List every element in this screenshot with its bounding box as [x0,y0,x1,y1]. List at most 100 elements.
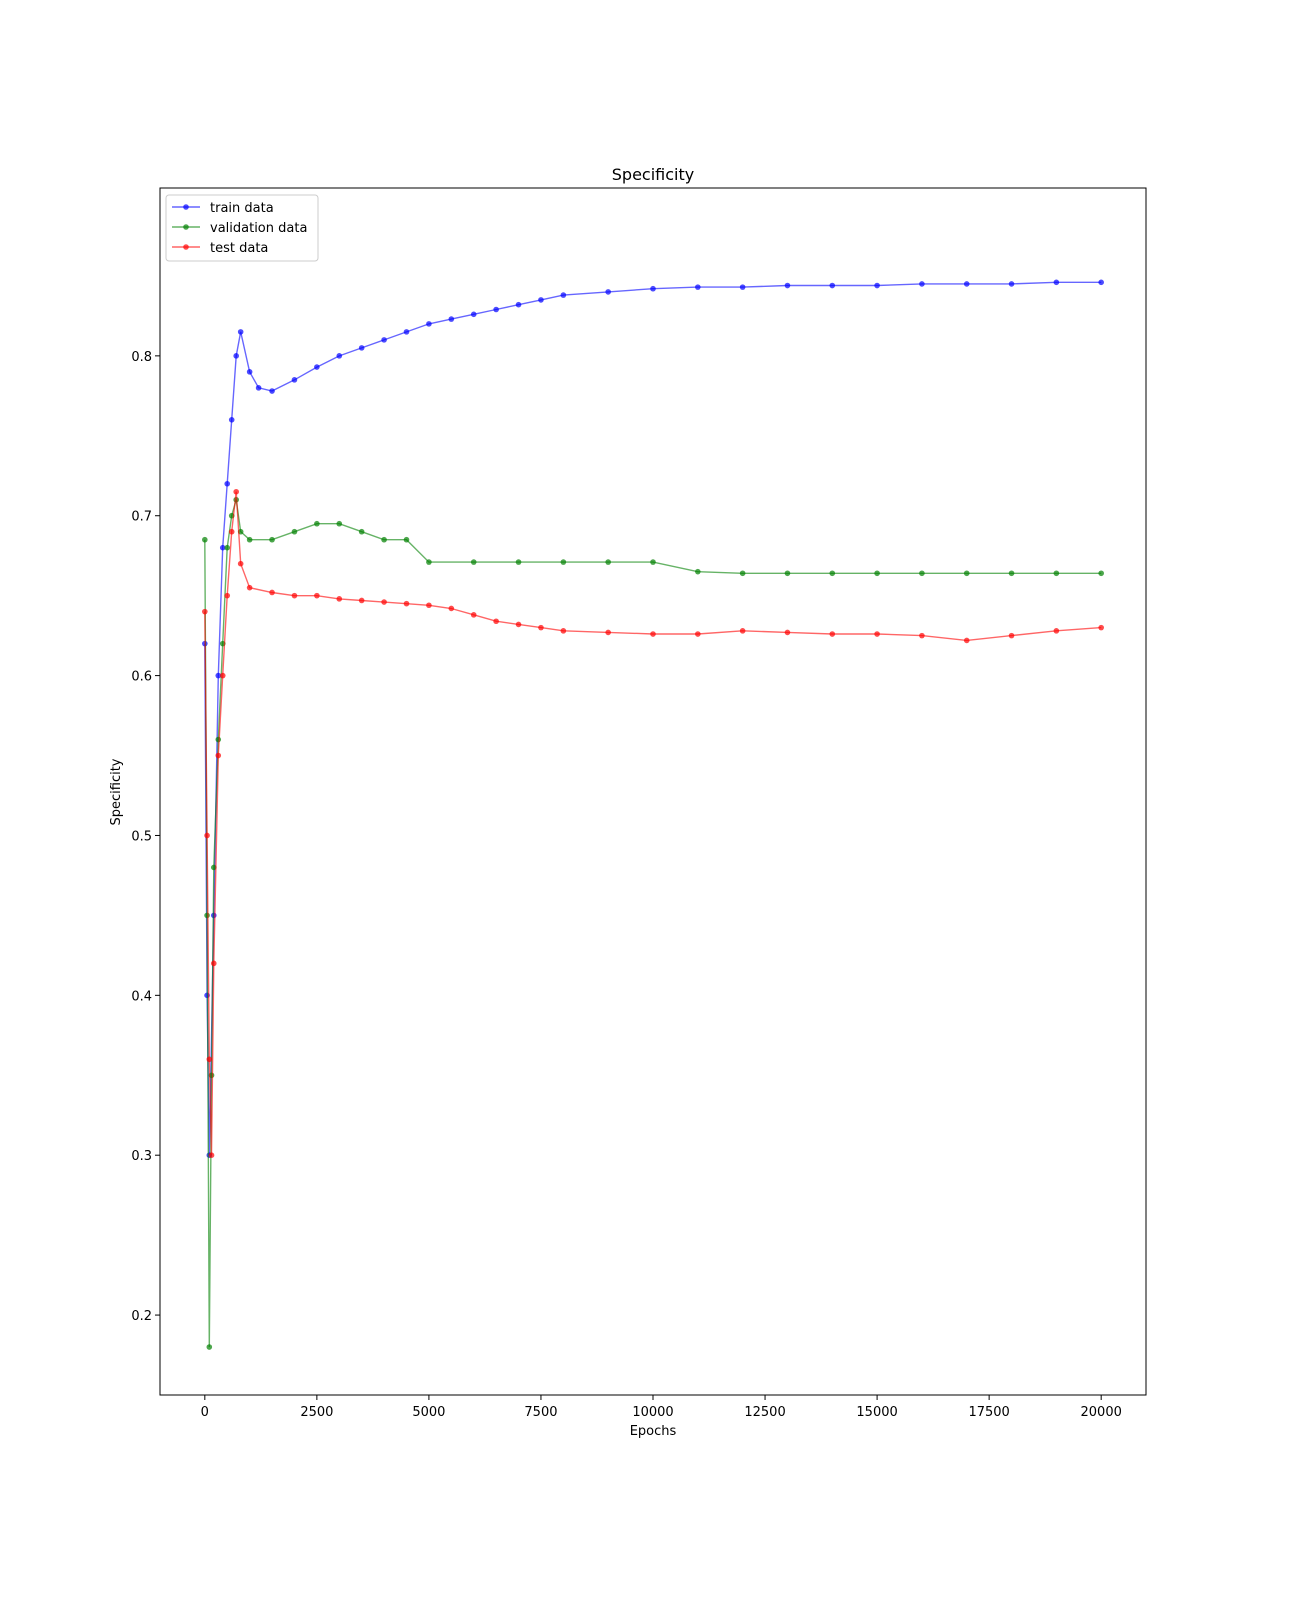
data-point [650,285,656,292]
legend-label: train data [210,201,274,216]
data-point [208,1152,215,1158]
data-point [650,631,656,637]
data-point [269,589,275,596]
data-point [1008,632,1015,639]
data-point [358,597,365,604]
data-point [237,329,244,335]
data-point [202,536,208,543]
data-point [269,388,275,394]
data-point [358,528,365,535]
data-point [206,1344,213,1350]
data-point [403,536,410,543]
y-tick-label: 0.6 [131,670,152,685]
data-point [538,624,544,631]
data-point [381,337,387,343]
data-point [919,632,925,639]
x-axis-ticks: 0 2500 5000 7500 10000 12500 15000 17500 20000 [201,1395,1122,1420]
y-tick-label: 0.7 [131,510,152,525]
data-point [210,960,217,967]
legend-marker [183,224,189,230]
data-point [515,621,522,628]
data-point [493,306,499,313]
data-point [605,629,611,636]
data-point [314,520,320,527]
chart-title: Specificity [612,165,694,184]
data-point [291,592,298,599]
x-tick-label: 15000 [856,1405,897,1420]
data-point [470,612,477,618]
data-point [784,629,791,636]
data-point [291,528,298,535]
y-tick-label: 0.4 [131,989,152,1004]
x-tick-label: 0 [201,1405,209,1420]
legend-items: train data validation data test data [172,201,307,256]
data-point [202,608,208,615]
data-point [963,637,970,644]
data-point [1008,570,1015,577]
data-point [233,353,239,359]
y-axis-ticks: 0.2 0.3 0.4 0.5 0.6 0.7 0.8 [131,350,160,1324]
data-point [224,592,231,599]
data-point [560,292,567,298]
data-point [228,417,235,423]
x-axis-label: Epochs [630,1424,677,1439]
data-point [215,672,222,679]
data-point [426,602,432,609]
data-point [919,570,925,577]
data-point [470,311,477,318]
data-point [336,520,343,527]
data-point [426,321,432,327]
data-point [1053,628,1060,634]
x-tick-label: 20000 [1081,1405,1122,1420]
data-point [215,752,222,759]
data-point [650,559,656,565]
x-tick-label: 17500 [968,1405,1009,1420]
data-point [426,559,432,565]
y-axis-label: Specificity [109,758,124,825]
data-point [224,480,231,487]
data-point [829,570,836,577]
data-point [1098,279,1104,286]
legend: train data validation data test data [165,194,319,262]
series-layer [202,279,1104,1350]
legend-marker [183,204,189,210]
data-point [291,377,298,383]
data-point [381,599,387,605]
data-point [1053,570,1060,577]
x-tick-label: 7500 [524,1405,557,1420]
data-point [403,600,410,607]
data-point [336,596,343,602]
data-point [246,584,253,591]
y-tick-label: 0.8 [131,350,152,365]
data-point [829,631,836,637]
data-point [874,570,880,577]
data-point [314,592,320,599]
y-tick-label: 0.2 [131,1309,152,1324]
data-point [1008,281,1015,287]
series-line-0 [204,281,1102,1156]
data-point [560,628,567,634]
data-point [605,559,611,565]
data-point [1098,624,1104,631]
data-point [829,282,836,289]
data-point [963,570,970,577]
data-point [224,544,231,551]
x-tick-label: 12500 [744,1405,785,1420]
legend-box [165,194,319,262]
legend-label: test data [210,241,268,256]
data-point [358,345,365,351]
data-point [269,536,275,543]
data-point [246,536,253,543]
data-point [470,559,477,565]
data-point [560,559,567,565]
data-point [1098,570,1104,577]
y-tick-label: 0.3 [131,1149,152,1164]
data-point [515,559,522,565]
data-point [246,369,253,375]
data-point [204,832,210,839]
data-point [233,488,239,495]
data-point [1053,279,1060,286]
data-point [237,560,244,567]
data-point [228,528,235,535]
